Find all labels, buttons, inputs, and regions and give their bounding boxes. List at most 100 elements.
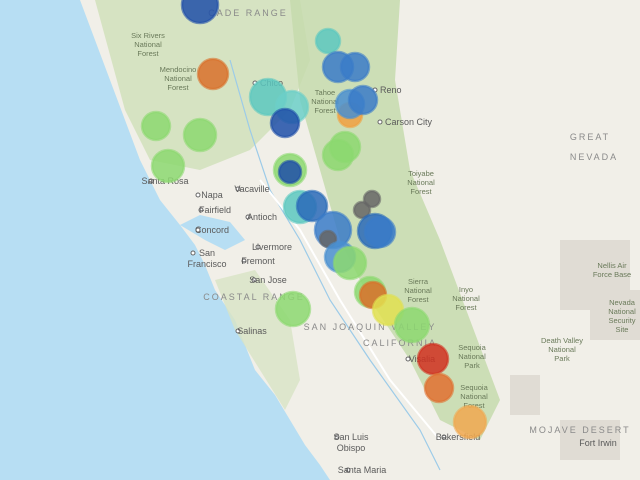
place-label: Park (554, 354, 570, 363)
map-marker[interactable] (140, 110, 172, 142)
place-label: Vacaville (234, 184, 269, 194)
place-label: Forest (137, 49, 159, 58)
place-label: National (608, 307, 636, 316)
map-marker[interactable] (363, 215, 397, 249)
place-dot (241, 258, 247, 264)
restricted-area (560, 420, 620, 460)
place-dot (195, 227, 201, 233)
map-marker[interactable] (321, 138, 355, 172)
place-label: Toiyabe (408, 169, 434, 178)
place-label: Forest (407, 295, 429, 304)
place-label: Salinas (237, 326, 267, 336)
place-label: COASTAL RANGE (203, 292, 305, 302)
place-label: CADE RANGE (208, 8, 288, 18)
map-marker[interactable] (416, 342, 450, 376)
place-label: Tahoe (315, 88, 335, 97)
map-marker[interactable] (452, 404, 488, 440)
place-label: Mendocino (160, 65, 197, 74)
place-label: SAN JOAQUIN VALLEY (304, 322, 437, 332)
place-label: Livermore (252, 242, 292, 252)
place-label: Death Valley (541, 336, 583, 345)
place-dot (377, 119, 383, 125)
map-marker[interactable] (180, 0, 220, 25)
place-dot (245, 214, 251, 220)
place-label: Sequoia (458, 343, 486, 352)
place-label: Reno (380, 85, 402, 95)
place-label: MOJAVE DESERT (529, 425, 630, 435)
place-label: National (458, 352, 486, 361)
place-label: Fremont (241, 256, 275, 266)
place-label: Six Rivers (131, 31, 165, 40)
map-marker[interactable] (332, 245, 368, 281)
map-marker[interactable] (314, 27, 342, 55)
restricted-area (510, 375, 540, 415)
place-dot (198, 207, 204, 213)
place-label: Nellis Air (597, 261, 627, 270)
place-label: National (404, 286, 432, 295)
place-label: San (199, 248, 215, 258)
place-dot (255, 244, 261, 250)
place-label: Obispo (337, 443, 366, 453)
place-label: Forest (410, 187, 432, 196)
map-marker[interactable] (347, 84, 379, 116)
map-marker[interactable] (274, 290, 312, 328)
place-label: National (134, 40, 162, 49)
map-marker[interactable] (196, 57, 230, 91)
map-marker[interactable] (352, 200, 372, 220)
map-marker[interactable] (182, 117, 218, 153)
place-label: Force Base (593, 270, 631, 279)
place-label: National (164, 74, 192, 83)
map-marker[interactable] (423, 372, 455, 404)
place-dot (195, 192, 201, 198)
place-label: National (407, 178, 435, 187)
place-dot (235, 186, 241, 192)
map-marker[interactable] (150, 148, 186, 184)
place-label: Security (608, 316, 635, 325)
place-label: Forest (455, 303, 477, 312)
place-dot (405, 356, 411, 362)
place-label: GREAT (570, 132, 610, 142)
place-label: National (452, 294, 480, 303)
place-label: Park (464, 361, 480, 370)
place-label: Forest (314, 106, 336, 115)
place-label: Site (616, 325, 629, 334)
place-label: Forest (167, 83, 189, 92)
place-label: Sierra (408, 277, 429, 286)
map-marker[interactable] (269, 107, 301, 139)
markers (140, 0, 488, 440)
map-marker[interactable] (393, 306, 431, 344)
place-label: Napa (201, 190, 223, 200)
place-label: Fort Irwin (579, 438, 617, 448)
place-label: Fairfield (199, 205, 231, 215)
bay (180, 215, 245, 250)
restricted-area (590, 290, 640, 340)
river (229, 59, 441, 471)
map-marker[interactable] (339, 51, 371, 83)
place-label: Carson City (385, 117, 433, 127)
place-label: Francisco (187, 259, 226, 269)
place-dot (235, 328, 241, 334)
place-label: San Luis (333, 432, 369, 442)
map-marker[interactable] (295, 189, 329, 223)
place-label: National (311, 97, 339, 106)
place-dot (334, 434, 340, 440)
place-label: Concord (195, 225, 229, 235)
place-label: CALIFORNIA (363, 338, 437, 348)
place-label: National (548, 345, 576, 354)
place-label: San Jose (249, 275, 287, 285)
map-marker[interactable] (277, 159, 303, 185)
place-label: Santa Maria (338, 465, 387, 475)
place-dot (190, 250, 196, 256)
place-label: Sequoia (460, 383, 488, 392)
place-dot (345, 467, 351, 473)
place-dot (148, 178, 154, 184)
ocean (0, 0, 330, 480)
place-dot (441, 434, 447, 440)
place-label: NEVADA (570, 152, 618, 162)
place-label: National (460, 392, 488, 401)
place-label: Nevada (609, 298, 636, 307)
place-label: Inyo (459, 285, 473, 294)
place-label: Bakersfield (436, 432, 481, 442)
